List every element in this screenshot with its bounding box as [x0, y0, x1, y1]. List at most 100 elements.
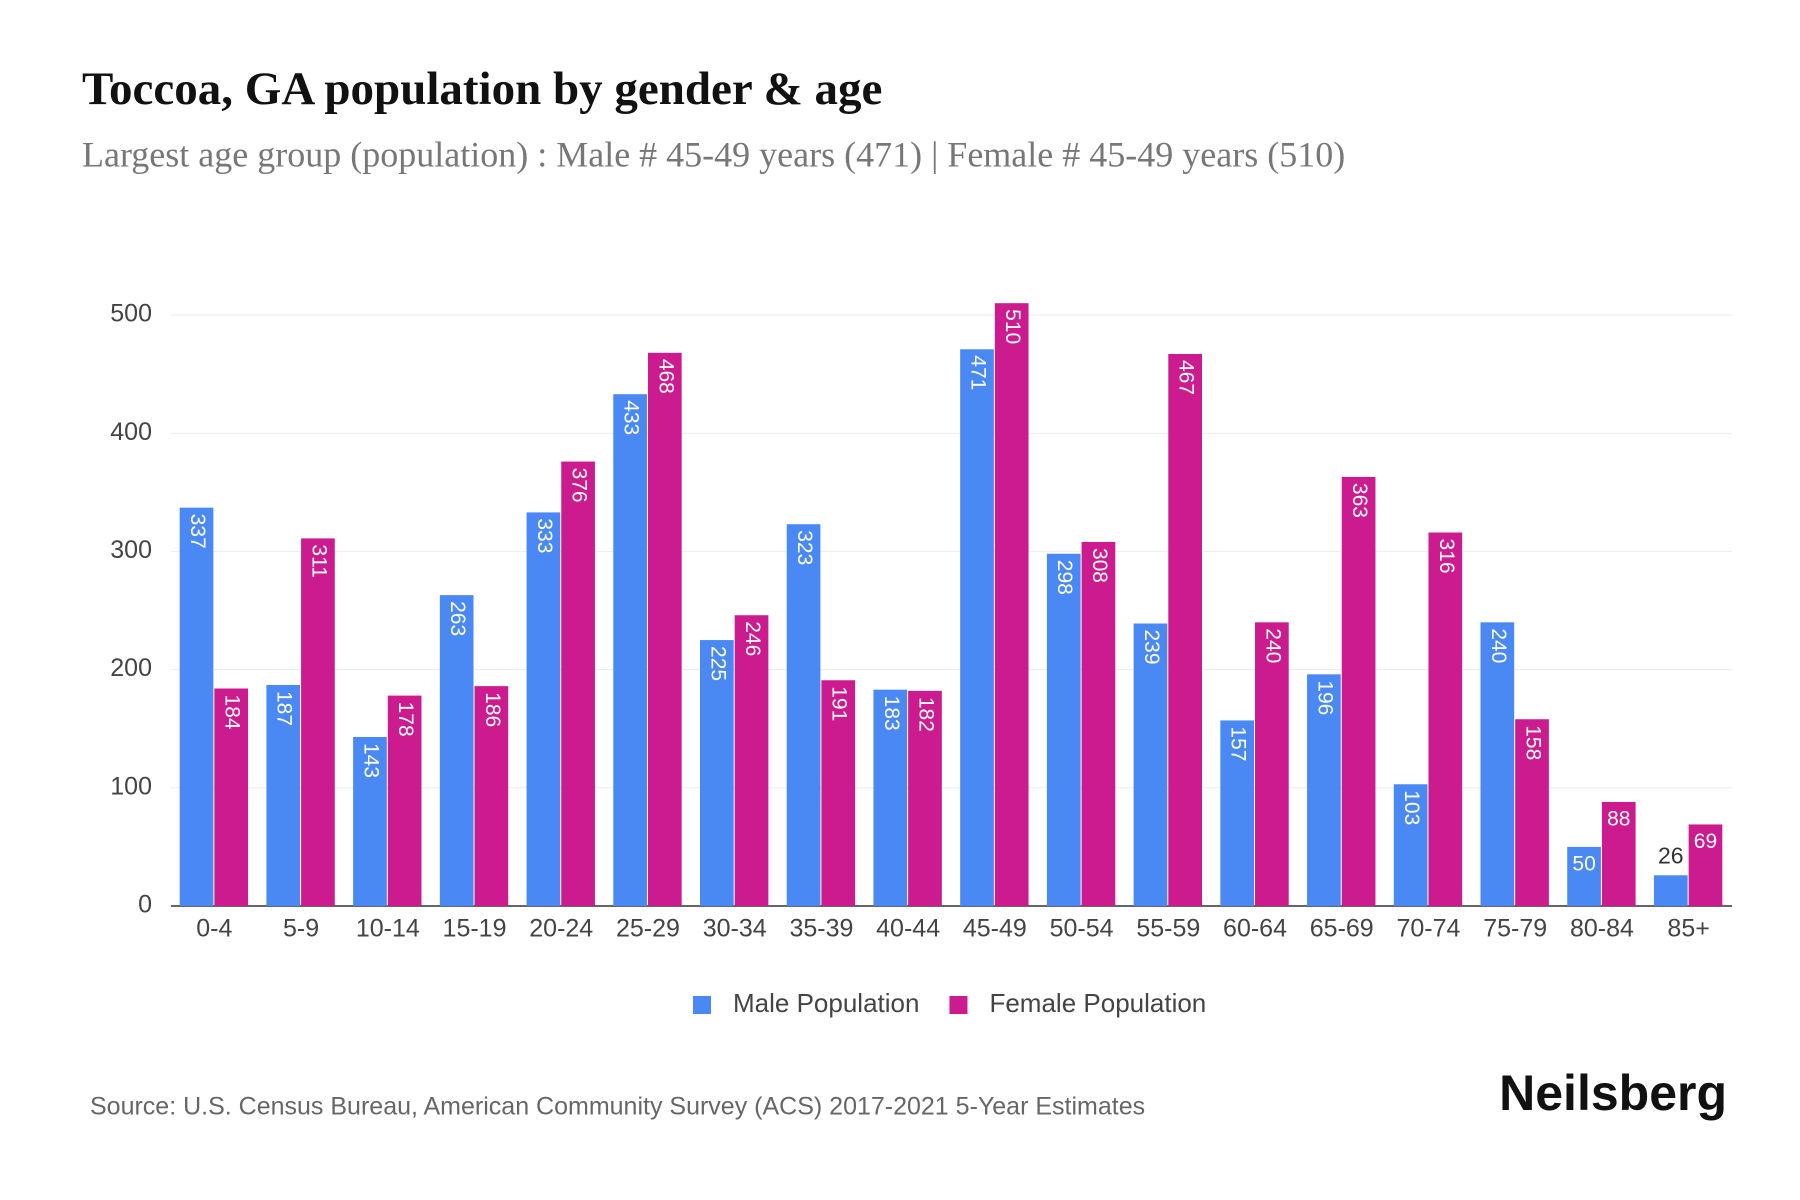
y-tick-label: 500 [110, 300, 152, 328]
bar [1307, 674, 1341, 906]
bar [179, 507, 214, 906]
value-label: 433 [620, 400, 643, 435]
bar [1133, 623, 1168, 906]
value-label: 196 [1313, 680, 1336, 715]
y-tick-label: 100 [110, 772, 152, 800]
bar [439, 595, 474, 906]
y-tick-label: 400 [110, 418, 152, 446]
bar [960, 349, 994, 906]
value-label: 182 [914, 697, 937, 732]
value-label: 178 [394, 702, 417, 737]
value-label: 239 [1140, 630, 1163, 665]
value-label: 263 [446, 601, 469, 636]
value-label: 240 [1261, 628, 1284, 663]
x-tick-label: 15-19 [443, 915, 507, 943]
value-label: 50 [1572, 852, 1595, 875]
value-label: 187 [273, 691, 296, 726]
value-label: 88 [1607, 808, 1630, 831]
x-tick-label: 35-39 [789, 915, 853, 943]
x-tick-label: 65-69 [1310, 915, 1374, 943]
chart-subtitle: Largest age group (population) : Male # … [82, 134, 1345, 174]
value-label: 363 [1348, 483, 1371, 518]
y-tick-label: 200 [110, 654, 152, 682]
value-label: 376 [568, 468, 591, 503]
bar [994, 303, 1029, 906]
value-label: 333 [533, 518, 556, 553]
bar [1255, 622, 1289, 906]
bar [613, 394, 647, 906]
bar [526, 512, 561, 906]
bar [561, 461, 595, 906]
x-tick-label: 25-29 [616, 915, 680, 943]
legend-label: Female Population [989, 988, 1206, 1018]
x-tick-label: 55-59 [1136, 915, 1200, 943]
x-tick-label: 0-4 [196, 915, 232, 943]
x-tick-label: 40-44 [876, 915, 940, 943]
bar [1515, 719, 1549, 906]
x-tick-label: 10-14 [356, 915, 420, 943]
legend-label: Male Population [733, 988, 919, 1018]
value-label: 225 [706, 646, 729, 681]
y-tick-label: 0 [138, 891, 152, 919]
source: Source: U.S. Census Bureau, American Com… [90, 1093, 1145, 1121]
value-label: 143 [359, 743, 382, 778]
bar [700, 640, 734, 906]
bar [266, 684, 301, 906]
value-label: 308 [1088, 548, 1111, 583]
bar [908, 690, 942, 906]
bar [873, 689, 908, 906]
x-tick-label: 85+ [1667, 915, 1709, 943]
value-label: 246 [741, 621, 764, 656]
value-label: 191 [828, 686, 851, 721]
bar [1428, 532, 1463, 906]
value-label: 298 [1053, 560, 1076, 595]
value-label: 510 [1001, 309, 1024, 344]
bar [353, 736, 387, 906]
bar [734, 615, 769, 906]
bar [474, 686, 509, 906]
value-label: 468 [654, 359, 677, 394]
value-label: 103 [1400, 790, 1423, 825]
bar [1653, 875, 1688, 906]
x-tick-label: 5-9 [283, 915, 319, 943]
bar [786, 524, 821, 906]
bar [214, 688, 249, 906]
bar [821, 680, 856, 906]
bar [1046, 553, 1081, 906]
bar [1567, 846, 1601, 906]
value-label: 69 [1694, 830, 1717, 853]
value-label: 311 [307, 544, 330, 577]
value-label: 157 [1227, 726, 1250, 761]
chart-title: Toccoa, GA population by gender & age [82, 63, 882, 115]
value-label: 471 [966, 355, 989, 390]
bar [1688, 824, 1723, 906]
bar [1601, 801, 1636, 906]
value-label: 26 [1658, 842, 1684, 868]
x-tick-label: 70-74 [1396, 915, 1460, 943]
bar [387, 695, 422, 906]
bar [1341, 476, 1376, 906]
value-label: 323 [793, 530, 816, 565]
value-label: 184 [221, 695, 244, 730]
legend-swatch [693, 996, 711, 1014]
value-label: 183 [880, 696, 903, 731]
bar [1220, 720, 1255, 906]
x-tick-label: 20-24 [529, 915, 593, 943]
value-label: 467 [1175, 360, 1198, 395]
value-label: 158 [1521, 725, 1544, 760]
bar [1393, 784, 1428, 906]
y-tick-label: 300 [110, 536, 152, 564]
x-tick-label: 80-84 [1570, 915, 1634, 943]
x-tick-label: 75-79 [1483, 915, 1547, 943]
x-tick-label: 60-64 [1223, 915, 1287, 943]
x-tick-label: 50-54 [1050, 915, 1114, 943]
brand-logo: Neilsberg [1499, 1065, 1727, 1121]
bar [647, 352, 682, 907]
bar [1081, 541, 1116, 906]
x-tick-label: 45-49 [963, 915, 1027, 943]
bar [1168, 354, 1202, 907]
value-label: 186 [481, 692, 504, 727]
legend-swatch [949, 996, 968, 1014]
x-tick-label: 30-34 [703, 915, 767, 943]
